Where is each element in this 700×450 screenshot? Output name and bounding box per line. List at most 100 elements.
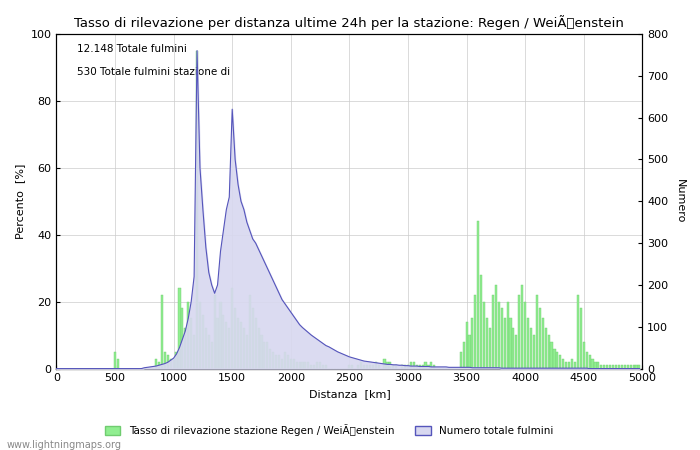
Bar xyxy=(559,355,561,369)
Bar xyxy=(357,365,359,369)
Bar xyxy=(237,319,239,369)
Bar xyxy=(460,352,462,369)
Bar xyxy=(310,365,312,369)
Bar xyxy=(416,365,418,369)
Bar xyxy=(433,365,435,369)
Bar xyxy=(410,362,412,369)
Bar xyxy=(582,342,584,369)
Bar xyxy=(275,355,277,369)
Bar xyxy=(492,295,494,369)
Bar xyxy=(477,221,480,369)
Bar xyxy=(586,352,588,369)
Bar xyxy=(181,308,183,369)
Bar xyxy=(475,295,477,369)
Bar xyxy=(372,365,374,369)
Bar xyxy=(533,335,535,369)
Bar xyxy=(386,362,389,369)
Bar xyxy=(404,365,406,369)
Bar xyxy=(190,319,192,369)
Bar xyxy=(500,308,503,369)
Bar xyxy=(539,308,541,369)
Bar xyxy=(621,365,623,369)
Bar xyxy=(556,352,559,369)
Bar xyxy=(208,335,210,369)
Bar xyxy=(272,352,274,369)
Bar xyxy=(363,365,365,369)
X-axis label: Distanza  [km]: Distanza [km] xyxy=(309,389,391,399)
Legend: Tasso di rilevazione stazione Regen / WeiÃenstein, Numero totale fulmini: Tasso di rilevazione stazione Regen / We… xyxy=(101,420,557,440)
Bar xyxy=(503,319,505,369)
Bar xyxy=(606,365,608,369)
Bar xyxy=(164,352,166,369)
Bar xyxy=(176,352,178,369)
Bar xyxy=(638,365,640,369)
Bar xyxy=(615,365,617,369)
Bar xyxy=(603,365,606,369)
Bar xyxy=(234,308,236,369)
Bar xyxy=(609,365,611,369)
Bar xyxy=(284,352,286,369)
Bar xyxy=(421,365,424,369)
Bar xyxy=(374,362,377,369)
Bar xyxy=(510,319,512,369)
Bar xyxy=(199,302,201,369)
Bar xyxy=(117,359,119,369)
Bar xyxy=(515,335,517,369)
Bar xyxy=(592,359,594,369)
Bar xyxy=(624,365,626,369)
Bar xyxy=(248,295,251,369)
Bar xyxy=(114,352,116,369)
Bar xyxy=(495,285,497,369)
Bar xyxy=(571,359,573,369)
Bar xyxy=(231,288,233,369)
Bar xyxy=(629,365,631,369)
Bar xyxy=(547,335,550,369)
Bar xyxy=(384,359,386,369)
Bar xyxy=(428,365,430,369)
Bar xyxy=(574,362,576,369)
Bar xyxy=(205,328,207,369)
Bar xyxy=(304,362,307,369)
Bar xyxy=(349,365,351,369)
Bar xyxy=(295,362,298,369)
Y-axis label: Numero: Numero xyxy=(675,179,685,224)
Bar xyxy=(228,328,230,369)
Bar xyxy=(319,362,321,369)
Bar xyxy=(512,328,514,369)
Bar xyxy=(313,365,315,369)
Bar xyxy=(287,355,289,369)
Bar xyxy=(389,362,391,369)
Bar xyxy=(594,362,596,369)
Bar xyxy=(392,365,394,369)
Bar xyxy=(178,288,181,369)
Bar xyxy=(471,319,473,369)
Bar xyxy=(196,51,198,369)
Bar xyxy=(266,342,268,369)
Bar xyxy=(360,362,362,369)
Bar xyxy=(172,359,175,369)
Bar xyxy=(169,359,172,369)
Bar xyxy=(463,342,465,369)
Bar xyxy=(483,302,485,369)
Bar xyxy=(430,362,433,369)
Bar xyxy=(554,348,556,369)
Bar xyxy=(468,335,470,369)
Bar xyxy=(597,362,599,369)
Bar xyxy=(486,319,488,369)
Bar xyxy=(193,335,195,369)
Bar xyxy=(522,285,524,369)
Bar xyxy=(225,322,228,369)
Bar xyxy=(187,302,189,369)
Bar xyxy=(298,362,300,369)
Bar xyxy=(636,365,638,369)
Bar xyxy=(316,362,319,369)
Bar xyxy=(216,319,218,369)
Bar xyxy=(407,365,409,369)
Bar xyxy=(211,342,213,369)
Bar xyxy=(161,295,163,369)
Bar xyxy=(366,365,368,369)
Bar xyxy=(251,308,254,369)
Bar xyxy=(524,302,526,369)
Bar xyxy=(489,328,491,369)
Bar xyxy=(401,365,403,369)
